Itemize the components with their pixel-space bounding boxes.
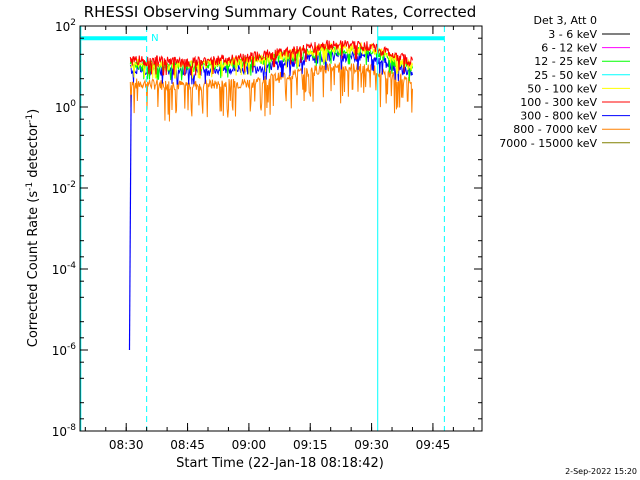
legend-entry-label: 12 - 25 keV	[534, 55, 597, 68]
y-tick-exponent: 2	[70, 18, 76, 28]
legend-entry-label: 6 - 12 keV	[541, 42, 597, 55]
y-tick-label: 10-8	[52, 423, 77, 439]
y-axis-label-mid: detector	[26, 122, 41, 182]
y-axis-label-main: Corrected Count Rate (s	[26, 191, 41, 348]
legend-entry-label: 50 - 100 keV	[527, 82, 597, 95]
y-tick-base: 10	[52, 182, 67, 196]
legend-entry-label: 7000 - 15000 keV	[499, 137, 597, 150]
y-tick-base: 10	[52, 344, 67, 358]
y-tick-exponent: -4	[67, 261, 76, 271]
y-axis-label-end: )	[26, 109, 41, 114]
y-axis-label-sup2: -1	[25, 114, 35, 123]
night-markers: N	[80, 26, 445, 431]
legend-entry-label: 300 - 800 keV	[520, 110, 597, 123]
y-axis-label: Corrected Count Rate (s-1 detector-1)	[25, 109, 41, 347]
plot-frame	[79, 25, 483, 432]
data-layer	[128, 39, 413, 351]
x-tick-label: 09:15	[293, 438, 328, 452]
chart-title: RHESSI Observing Summary Count Rates, Co…	[84, 3, 477, 21]
legend-entry-label: 3 - 6 keV	[548, 28, 597, 41]
date-stamp: 2-Sep-2022 15:20	[565, 467, 637, 476]
y-tick-base: 10	[55, 20, 70, 34]
y-tick-label: 10-4	[52, 261, 77, 277]
y-tick-label: 102	[55, 18, 76, 34]
x-tick-label: 09:00	[232, 438, 267, 452]
x-tick-label: 08:45	[170, 438, 205, 452]
y-tick-exponent: 0	[70, 99, 76, 109]
legend-entry-label: 100 - 300 keV	[520, 96, 597, 109]
x-axis-label: Start Time (22-Jan-18 08:18:42)	[176, 456, 384, 471]
y-tick-label: 10-2	[52, 180, 76, 196]
y-tick-exponent: -8	[67, 423, 76, 433]
y-tick-exponent: -6	[67, 342, 76, 352]
legend-entry-label: 800 - 7000 keV	[513, 123, 597, 136]
y-tick-exponent: -2	[67, 180, 76, 190]
series-rise-trace	[128, 94, 132, 351]
x-axis: 08:30 08:45 09:00 09:15 09:30 09:45	[84, 26, 475, 452]
series-trace	[129, 39, 413, 76]
y-tick-base: 10	[52, 425, 67, 439]
y-tick-label: 100	[55, 99, 76, 115]
x-tick-label: 09:30	[354, 438, 389, 452]
y-tick-label: 10-6	[52, 342, 77, 358]
y-tick-base: 10	[55, 101, 70, 115]
x-tick-label: 08:30	[109, 438, 144, 452]
legend-entry-label: 25 - 50 keV	[534, 69, 597, 82]
legend-title: Det 3, Att 0	[534, 14, 598, 27]
x-tick-label: 09:45	[416, 438, 451, 452]
y-axis-label-sup1: -1	[25, 182, 35, 191]
night-flag-label: N	[151, 33, 158, 44]
y-tick-base: 10	[52, 263, 67, 277]
